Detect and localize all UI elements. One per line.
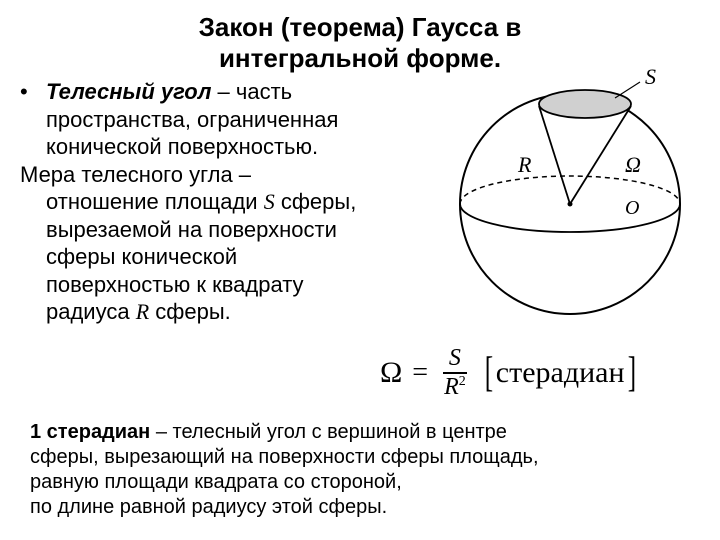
formula-eq: =	[412, 357, 428, 389]
p2l6a: радиуса	[46, 299, 136, 324]
p2l2b: сферы,	[275, 189, 357, 214]
p2l6b: сферы.	[149, 299, 231, 324]
unit-text: стерадиан	[496, 356, 625, 390]
para1-line2: пространства, ограниченная	[20, 106, 440, 134]
bullet-icon: •	[20, 78, 46, 106]
equator-front	[460, 204, 680, 232]
footer-paragraph: 1 стерадиан – телесный угол с вершиной в…	[30, 420, 700, 520]
bullet-row: • Телесный угол – часть	[20, 78, 440, 106]
cone-edge-right	[570, 106, 631, 204]
formula-den: R2	[438, 374, 472, 401]
para2-line4: сферы конической	[20, 243, 440, 271]
symbol-S: S	[264, 189, 275, 214]
leader-S	[615, 82, 640, 98]
den-sup: 2	[459, 374, 466, 389]
cone-edge-left	[539, 106, 570, 204]
symbol-R: R	[136, 299, 149, 324]
formula: Ω = S R2 [ стерадиан ]	[380, 345, 639, 401]
footer-line4: по длине равной радиусу этой сферы.	[30, 495, 700, 520]
text-column: • Телесный угол – часть пространства, ог…	[20, 74, 440, 326]
diagram-column: S R Ω O	[440, 74, 700, 326]
footer-l1: – телесный угол с вершиной в центре	[150, 421, 507, 443]
equator-back	[460, 176, 680, 204]
formula-unit: [ стерадиан ]	[482, 349, 639, 397]
label-R: R	[517, 152, 532, 177]
para1-line3: конической поверхностью.	[20, 133, 440, 161]
para2-line6: радиуса R сферы.	[20, 298, 440, 326]
para2-line5: поверхностью к квадрату	[20, 271, 440, 299]
lbracket: [	[485, 349, 493, 397]
label-Omega: Ω	[625, 152, 641, 177]
sphere-diagram: S R Ω O	[440, 54, 700, 334]
footer-line3: равную площади квадрата со стороной,	[30, 470, 700, 495]
para1-line1: Телесный угол – часть	[46, 78, 292, 106]
para2-line3: вырезаемой на поверхности	[20, 216, 440, 244]
formula-num: S	[443, 345, 467, 374]
para2-line2: отношение площади S сферы,	[20, 188, 440, 216]
label-O: O	[625, 197, 639, 219]
term-solid-angle: Телесный угол	[46, 79, 211, 104]
title-line1: Закон (теорема) Гаусса в	[0, 12, 720, 43]
footer-line2: сферы, вырезающий на поверхности сферы п…	[30, 445, 700, 470]
formula-fraction: S R2	[438, 345, 472, 401]
den-base: R	[444, 374, 459, 400]
para2-line1: Мера телесного угла –	[20, 161, 440, 189]
formula-omega: Ω	[380, 356, 402, 390]
footer-bold: 1 стерадиан	[30, 421, 150, 443]
rbracket: ]	[627, 349, 635, 397]
term1-rest: – часть	[211, 79, 292, 104]
label-S: S	[645, 64, 656, 89]
cap-patch	[539, 90, 631, 118]
center-dot	[568, 202, 573, 207]
p2l2a: отношение площади	[46, 189, 264, 214]
footer-line1: 1 стерадиан – телесный угол с вершиной в…	[30, 420, 700, 445]
content-row: • Телесный угол – часть пространства, ог…	[0, 74, 720, 326]
